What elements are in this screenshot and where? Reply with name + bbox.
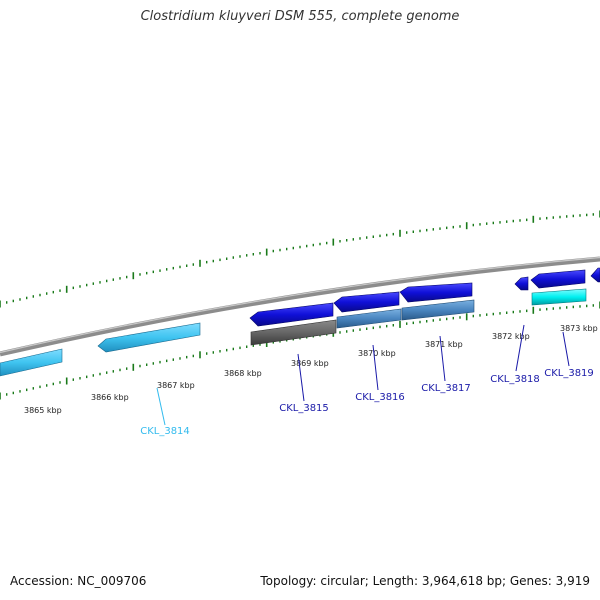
gene-label-CKL_3814[interactable]: CKL_3814 xyxy=(140,426,190,437)
gene-arrow-CKL_3819[interactable] xyxy=(530,269,586,289)
scale-label: 3872 kbp xyxy=(492,332,530,341)
leader-line-CKL_3819 xyxy=(562,331,570,367)
genome-title: Clostridium kluyveri DSM 555, complete g… xyxy=(140,9,460,24)
leader-line-CKL_3814 xyxy=(156,387,166,426)
gene-label-CKL_3816[interactable]: CKL_3816 xyxy=(355,392,405,403)
leader-line-CKL_3818 xyxy=(515,324,525,372)
gene-leader-lines xyxy=(156,324,570,426)
gene-label-CKL_3819[interactable]: CKL_3819 xyxy=(544,368,594,379)
gene-label-CKL_3815[interactable]: CKL_3815 xyxy=(279,403,329,414)
leader-line-CKL_3817 xyxy=(439,335,446,382)
genome-summary: Topology: circular; Length: 3,964,618 bp… xyxy=(260,574,590,588)
gene-feature-steel-1[interactable] xyxy=(336,308,402,329)
gene-feature-steel-2[interactable] xyxy=(401,299,475,321)
gene-arrow-CKL_3815[interactable] xyxy=(249,302,334,327)
scale-label: 3866 kbp xyxy=(91,393,129,402)
genome-backbone xyxy=(0,256,600,357)
gene-label-CKL_3818[interactable]: CKL_3818 xyxy=(490,374,540,385)
gene-feature-cyan[interactable] xyxy=(531,288,587,306)
leader-line-CKL_3816 xyxy=(372,344,379,391)
gene-arrow-CKL_3813[interactable] xyxy=(0,348,63,377)
gene-labels: CKL_3814 CKL_3815 CKL_3816 CKL_3817 CKL_… xyxy=(140,368,594,437)
scale-label: 3869 kbp xyxy=(291,359,329,368)
scale-labels: 3865 kbp 3866 kbp 3867 kbp 3868 kbp 3869… xyxy=(24,324,598,415)
accession-label: Accession: NC_009706 xyxy=(10,574,147,588)
scale-label: 3870 kbp xyxy=(358,349,396,358)
gene-label-CKL_3817[interactable]: CKL_3817 xyxy=(421,383,471,394)
gene-arrow-CKL_3816[interactable] xyxy=(333,291,400,313)
genome-backbone-highlight xyxy=(0,256,600,354)
gene-arrow-next[interactable] xyxy=(590,267,600,283)
gene-arrow-CKL_3817[interactable] xyxy=(399,282,473,303)
gene-arrow-CKL_3814[interactable] xyxy=(97,322,201,353)
scale-label: 3871 kbp xyxy=(425,340,463,349)
leader-line-CKL_3815 xyxy=(297,353,305,402)
gene-feature-row-forward xyxy=(249,267,600,327)
scale-label: 3865 kbp xyxy=(24,406,62,415)
gene-feature-row-reverse xyxy=(0,288,587,377)
gene-arrow-CKL_3818[interactable] xyxy=(514,276,529,291)
scale-label: 3868 kbp xyxy=(224,369,262,378)
scale-label: 3867 kbp xyxy=(157,381,195,390)
outer-tick-ruler xyxy=(0,210,600,308)
gene-feature-gray[interactable] xyxy=(250,319,337,346)
scale-label: 3873 kbp xyxy=(560,324,598,333)
